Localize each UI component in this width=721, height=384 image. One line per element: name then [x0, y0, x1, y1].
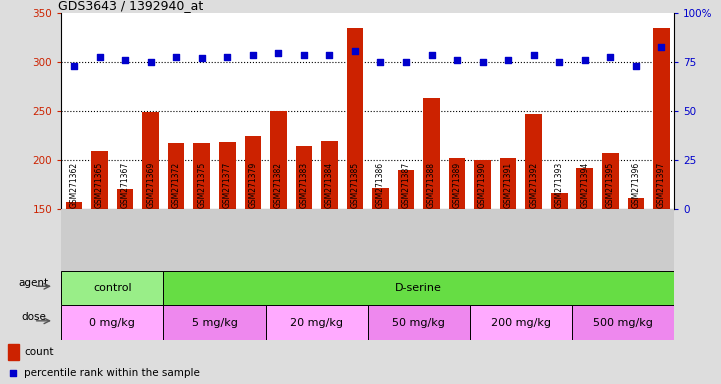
Point	[477, 59, 488, 65]
Point	[68, 63, 80, 70]
Bar	[92, 151, 108, 356]
Point	[528, 51, 539, 58]
Bar	[61, 271, 164, 305]
Point	[366, 258, 377, 265]
Text: control: control	[93, 283, 132, 293]
Point	[375, 59, 386, 65]
Bar	[372, 188, 389, 356]
Text: GDS3643 / 1392940_at: GDS3643 / 1392940_at	[58, 0, 203, 12]
Point	[170, 53, 182, 60]
Text: 200 mg/kg: 200 mg/kg	[491, 318, 551, 328]
Point	[554, 59, 565, 65]
Bar	[602, 154, 619, 356]
Point	[426, 51, 438, 58]
Text: 50 mg/kg: 50 mg/kg	[392, 318, 446, 328]
Bar	[423, 98, 440, 356]
Bar	[61, 305, 164, 340]
Bar	[193, 143, 210, 356]
Point	[604, 53, 616, 60]
Bar	[66, 202, 82, 356]
Point	[451, 57, 463, 63]
Point	[298, 51, 309, 58]
Bar	[168, 143, 185, 356]
Point	[349, 48, 360, 54]
Bar	[164, 305, 265, 340]
Text: D-serine: D-serine	[395, 283, 442, 293]
Bar	[577, 168, 593, 356]
Bar	[270, 111, 287, 356]
Bar	[244, 136, 261, 356]
Bar	[296, 146, 312, 356]
Text: agent: agent	[19, 278, 49, 288]
Point	[655, 44, 667, 50]
Point	[503, 57, 514, 63]
Point	[273, 50, 284, 56]
Text: 5 mg/kg: 5 mg/kg	[192, 318, 237, 328]
Text: dose: dose	[21, 312, 46, 323]
Bar	[164, 271, 674, 305]
Text: 0 mg/kg: 0 mg/kg	[89, 318, 136, 328]
Bar	[7, 344, 19, 360]
Bar	[142, 113, 159, 356]
Bar	[448, 158, 465, 356]
Bar	[627, 197, 644, 356]
Bar	[500, 158, 516, 356]
Text: 20 mg/kg: 20 mg/kg	[290, 318, 343, 328]
Bar	[474, 161, 491, 356]
Bar	[347, 28, 363, 356]
Bar	[470, 305, 572, 340]
Point	[247, 51, 259, 58]
Point	[94, 53, 105, 60]
Point	[196, 55, 208, 61]
Bar	[321, 141, 337, 356]
Bar	[219, 142, 236, 356]
Text: count: count	[25, 347, 54, 357]
Bar	[551, 193, 567, 356]
Point	[145, 59, 156, 65]
Point	[120, 57, 131, 63]
Bar	[398, 170, 415, 356]
Bar	[572, 305, 674, 340]
Bar	[526, 114, 542, 356]
Text: 500 mg/kg: 500 mg/kg	[593, 318, 653, 328]
Point	[221, 53, 233, 60]
Bar	[117, 189, 133, 356]
Point	[630, 63, 642, 70]
Bar	[368, 305, 470, 340]
Bar	[265, 305, 368, 340]
Point	[324, 51, 335, 58]
Text: percentile rank within the sample: percentile rank within the sample	[25, 368, 200, 378]
Point	[579, 57, 590, 63]
Point	[400, 59, 412, 65]
Bar	[653, 28, 670, 356]
